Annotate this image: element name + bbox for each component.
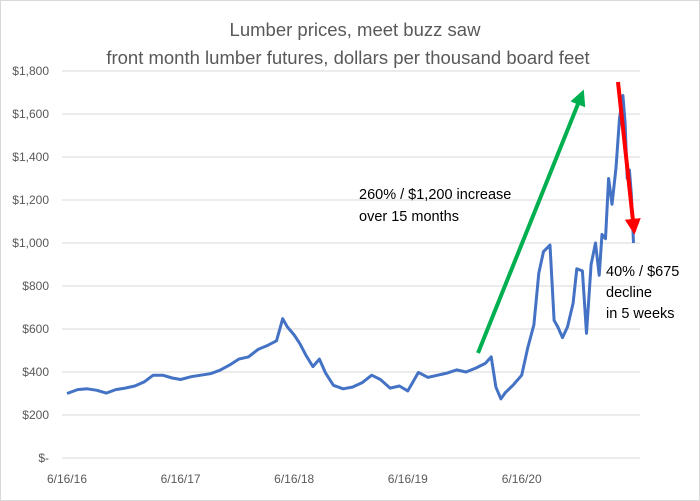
x-tick-label: 6/16/17	[161, 472, 201, 486]
x-tick-label: 6/16/16	[47, 472, 87, 486]
annotation-text: 260% / $1,200 increase	[359, 187, 511, 203]
gridlines	[62, 70, 640, 416]
x-axis: 6/16/16 6/16/17 6/16/18 6/16/19 6/16/20	[47, 472, 542, 486]
decline-arrow	[616, 81, 641, 235]
annotation-text: 40% / $675	[606, 264, 679, 280]
increase-arrow	[476, 89, 586, 354]
y-tick-label: $-	[38, 451, 49, 465]
chart-subtitle: front month lumber futures, dollars per …	[106, 47, 589, 68]
x-tick-label: 6/16/18	[274, 472, 314, 486]
chart-title: Lumber prices, meet buzz saw	[230, 19, 482, 40]
y-tick-label: $600	[22, 322, 49, 336]
annotation-text: decline	[606, 285, 652, 301]
y-tick-label: $200	[22, 408, 49, 422]
y-tick-label: $1,800	[12, 64, 49, 78]
y-tick-label: $400	[22, 365, 49, 379]
y-tick-label: $1,200	[12, 193, 49, 207]
x-tick-label: 6/16/19	[388, 472, 428, 486]
series-line	[66, 94, 635, 401]
y-tick-label: $1,400	[12, 150, 49, 164]
y-axis: $- $200 $400 $600 $800 $1,000 $1,200 $1,400 $1,6…	[12, 64, 49, 465]
annotation-text: in 5 weeks	[606, 306, 675, 322]
y-tick-label: $1,600	[12, 107, 49, 121]
annotations: 260% / $1,200 increase over 15 months 40% …	[359, 187, 679, 322]
y-tick-label: $1,000	[12, 236, 49, 250]
x-tick-label: 6/16/20	[502, 472, 542, 486]
y-tick-label: $800	[22, 279, 49, 293]
annotation-text: over 15 months	[359, 209, 459, 225]
